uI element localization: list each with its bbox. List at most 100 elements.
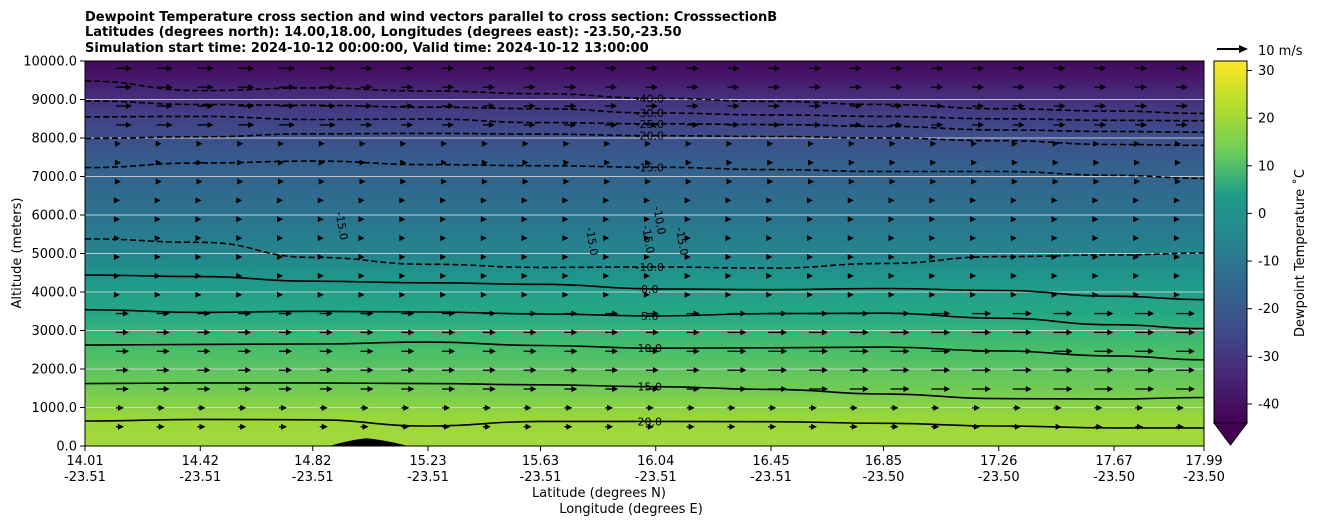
wind-vector-head xyxy=(481,159,488,166)
wind-vector xyxy=(562,216,569,223)
wind-vector xyxy=(645,367,659,374)
wind-vector-head xyxy=(399,253,406,260)
wind-vector xyxy=(360,386,374,393)
wind-vector xyxy=(1052,159,1059,166)
wind-vector-head xyxy=(685,140,692,147)
wind-vector-head xyxy=(1137,404,1144,411)
wind-vector xyxy=(604,178,611,185)
wind-vector-head xyxy=(125,121,132,128)
wind-vector xyxy=(1012,423,1021,430)
terrain xyxy=(329,438,409,446)
wind-vector xyxy=(972,121,985,128)
wind-vector xyxy=(1094,65,1107,72)
wind-vector xyxy=(972,404,981,411)
wind-vector-head xyxy=(570,84,577,91)
wind-vector xyxy=(358,216,365,223)
wind-vector xyxy=(480,216,487,223)
gridlines xyxy=(85,99,1204,408)
wind-vector-head xyxy=(489,310,496,317)
wind-vector-head xyxy=(448,65,455,72)
wind-vector xyxy=(603,197,610,204)
wind-vector xyxy=(970,253,977,260)
wind-vector xyxy=(564,84,577,91)
wind-vector xyxy=(360,103,373,110)
wind-vector-head xyxy=(848,140,855,147)
wind-vector-head xyxy=(725,216,732,223)
wind-vector-head xyxy=(1173,272,1180,279)
wind-vector xyxy=(849,329,869,336)
wind-vector xyxy=(725,291,732,298)
wind-vector-head xyxy=(684,197,691,204)
wind-vector-head xyxy=(1010,291,1017,298)
wind-vector xyxy=(238,329,252,336)
wind-vector xyxy=(1175,367,1195,374)
wind-vector-head xyxy=(358,197,365,204)
wind-vector-head xyxy=(1188,386,1195,393)
wind-vector xyxy=(768,310,788,317)
wind-vector-head xyxy=(321,423,328,430)
wind-vector-head xyxy=(652,310,659,317)
wind-vector-head xyxy=(933,404,940,411)
wind-vector xyxy=(115,121,132,128)
wind-vector-head xyxy=(204,367,211,374)
wind-vector xyxy=(1012,84,1025,91)
wind-vector xyxy=(317,235,324,242)
wind-vector xyxy=(197,404,206,411)
wind-vector xyxy=(768,423,777,430)
wind-vector-head xyxy=(1096,404,1103,411)
wind-vector xyxy=(727,65,740,72)
wind-vector-head xyxy=(944,386,951,393)
wind-vector xyxy=(360,84,373,91)
wind-vector xyxy=(1092,197,1099,204)
wind-vector-head xyxy=(888,197,895,204)
wind-vector-head xyxy=(693,348,700,355)
wind-vector xyxy=(401,404,410,411)
wind-vector xyxy=(605,348,619,355)
wind-vector-head xyxy=(847,253,854,260)
wind-vector-head xyxy=(944,329,951,336)
x-axis-label-longitude: Longitude (degrees E) xyxy=(559,502,703,517)
wind-vector-head xyxy=(440,235,447,242)
wind-vector-head xyxy=(207,121,214,128)
wind-vector-head xyxy=(562,197,569,204)
wind-vector xyxy=(196,140,203,147)
wind-vector-head xyxy=(807,140,814,147)
wind-vector xyxy=(888,216,895,223)
wind-key-label: 10 m/s xyxy=(1258,44,1303,59)
contour-line xyxy=(85,132,1204,147)
wind-vector-head xyxy=(929,235,936,242)
wind-vector-head xyxy=(855,84,862,91)
wind-vector-head xyxy=(611,65,618,72)
wind-vector-head xyxy=(1133,235,1140,242)
wind-vector xyxy=(847,291,854,298)
wind-vector xyxy=(196,159,203,166)
wind-vector-head xyxy=(652,367,659,374)
wind-vector-head xyxy=(326,348,333,355)
wind-vector xyxy=(727,103,740,110)
wind-vector xyxy=(1010,216,1017,223)
wind-vector xyxy=(319,348,333,355)
wind-vector xyxy=(1174,178,1181,185)
x-axis: 14.01-23.5114.42-23.5114.82-23.5115.23-2… xyxy=(64,446,1225,485)
wind-vector xyxy=(807,140,814,147)
x-tick-label-lat: 15.63 xyxy=(522,454,559,469)
wind-vector-head xyxy=(652,329,659,336)
wind-vector-head xyxy=(317,272,324,279)
wind-vector xyxy=(931,65,944,72)
wind-vector xyxy=(278,103,295,110)
wind-vector-head xyxy=(367,348,374,355)
wind-vector xyxy=(236,216,243,223)
wind-vector xyxy=(114,178,121,185)
wind-vector-head xyxy=(125,65,132,72)
wind-vector xyxy=(1053,65,1066,72)
wind-vector-head xyxy=(740,367,747,374)
wind-vector-head xyxy=(367,310,374,317)
wind-vector-head xyxy=(892,423,899,430)
wind-vector-head xyxy=(766,197,773,204)
wind-vector-head xyxy=(1025,367,1032,374)
wind-vector-head xyxy=(408,386,415,393)
wind-vector xyxy=(890,386,910,393)
wind-vector xyxy=(849,121,862,128)
wind-vector xyxy=(360,367,374,374)
wind-vector xyxy=(972,329,992,336)
